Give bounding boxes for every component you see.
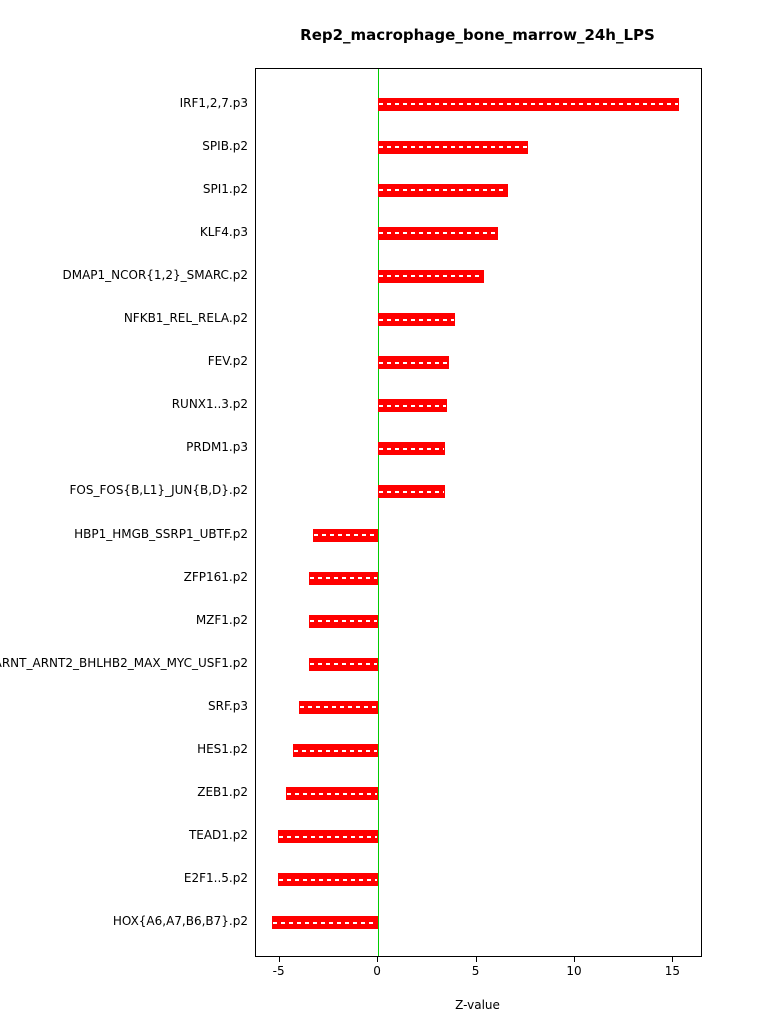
bar-hatch-pattern <box>314 534 378 536</box>
category-label: ZEB1.p2 <box>197 785 248 800</box>
x-tick-mark <box>278 956 280 962</box>
bar-hatch-pattern <box>300 706 378 709</box>
bar-hatch-pattern <box>286 792 378 795</box>
bar <box>277 873 379 887</box>
x-tick-label: 10 <box>566 964 582 978</box>
bar-hatch-pattern <box>379 232 498 235</box>
bar-hatch-pattern <box>379 361 448 364</box>
bar-hatch-pattern <box>379 189 508 192</box>
x-tick-mark <box>475 956 477 962</box>
x-tick-mark <box>377 956 379 962</box>
bar <box>378 140 528 154</box>
category-label: DMAP1_NCOR{1,2}_SMARC.p2 <box>62 267 248 282</box>
bar <box>378 226 499 240</box>
category-label: ARNT_ARNT2_BHLHB2_MAX_MYC_USF1.p2 <box>0 655 248 670</box>
bar <box>378 356 449 370</box>
category-label: SRF.p3 <box>208 698 248 713</box>
category-label: MZF1.p2 <box>195 612 248 627</box>
x-axis-label: Z-value <box>455 998 500 1012</box>
bar-hatch-pattern <box>278 835 378 838</box>
bar-hatch-pattern <box>310 620 378 623</box>
bar-hatch-pattern <box>379 490 445 493</box>
bar <box>309 657 379 671</box>
bar <box>293 744 379 757</box>
bar <box>378 485 446 499</box>
bar <box>309 614 379 628</box>
bar <box>378 269 485 283</box>
category-label: E2F1..5.p2 <box>183 871 248 886</box>
x-tick-label: 0 <box>373 964 381 978</box>
bar <box>277 830 379 844</box>
x-tick-label: 15 <box>664 964 681 978</box>
bar-hatch-pattern <box>310 577 378 580</box>
category-label: NFKB1_REL_RELA.p2 <box>123 311 248 325</box>
bar-hatch-pattern <box>379 447 445 450</box>
bar <box>285 787 379 801</box>
bar <box>378 183 509 197</box>
bar-hatch-pattern <box>294 749 378 752</box>
x-tick-mark <box>573 956 575 962</box>
zero-reference-line <box>378 69 380 956</box>
bar-hatch-pattern <box>272 921 378 924</box>
x-tick-mark <box>672 956 674 962</box>
category-label: FEV.p2 <box>207 354 248 369</box>
bar-hatch-pattern <box>379 318 454 321</box>
category-label: HES1.p2 <box>197 742 248 756</box>
category-label: TEAD1.p2 <box>188 828 248 843</box>
category-label: ZFP161.p2 <box>183 569 248 584</box>
x-tick-label: 5 <box>471 964 480 978</box>
category-label: RUNX1..3.p2 <box>171 397 248 412</box>
bar <box>378 97 680 111</box>
category-label: SPIB.p2 <box>202 138 248 153</box>
bar-hatch-pattern <box>278 878 378 881</box>
bar-hatch-pattern <box>379 404 446 407</box>
category-label: IRF1,2,7.p3 <box>179 95 248 110</box>
bar <box>313 528 379 542</box>
category-label: SPI1.p2 <box>202 181 248 196</box>
plot-area <box>255 68 702 957</box>
category-label: KLF4.p3 <box>199 224 248 239</box>
category-label: FOS_FOS{B,L1}_JUN{B,D}.p2 <box>69 483 249 498</box>
x-tick-label: -5 <box>272 964 285 978</box>
category-label: HOX{A6,A7,B6,B7}.p2 <box>112 914 248 929</box>
bar <box>309 571 379 585</box>
bar-hatch-pattern <box>310 663 378 666</box>
bar <box>271 916 379 930</box>
bar <box>299 700 379 714</box>
bar-hatch-pattern <box>379 146 527 149</box>
bar <box>378 442 446 456</box>
bar <box>378 313 455 326</box>
chart-title: Rep2_macrophage_bone_marrow_24h_LPS <box>300 26 655 44</box>
bar-hatch-pattern <box>379 275 484 278</box>
category-label: HBP1_HMGB_SSRP1_UBTF.p2 <box>74 526 248 541</box>
bar <box>378 399 447 413</box>
bar-hatch-pattern <box>379 103 679 105</box>
category-label: PRDM1.p3 <box>186 440 248 455</box>
